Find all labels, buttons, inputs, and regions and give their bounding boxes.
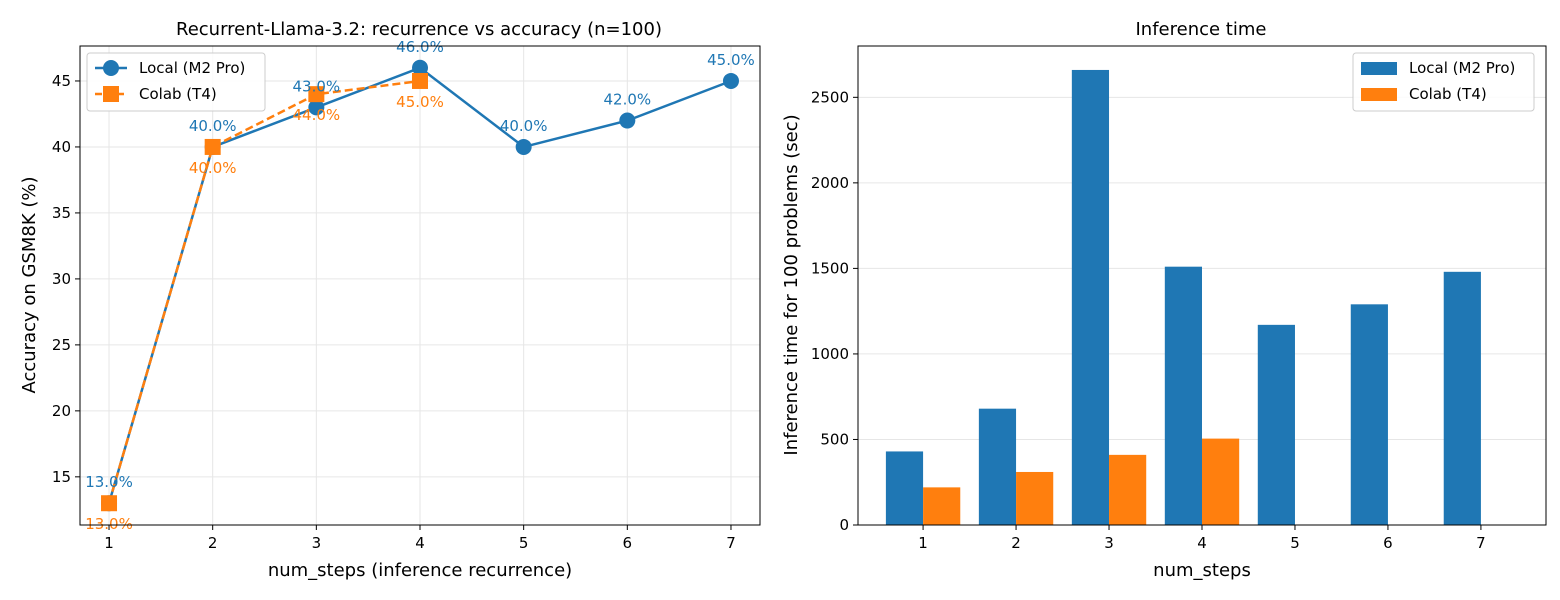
right-x-tick-label: 7 [1476, 534, 1486, 552]
bar-local [885, 451, 924, 525]
data-label: 40.0% [189, 159, 237, 177]
right-bars [885, 69, 1481, 525]
data-point [515, 138, 532, 155]
legend-label-local: Local (M2 Pro) [139, 59, 245, 77]
right-y-tick-label: 0 [839, 516, 849, 534]
legend-label-colab: Colab (T4) [1409, 85, 1487, 103]
data-label: 45.0% [707, 51, 755, 69]
legend-label-local: Local (M2 Pro) [1409, 59, 1515, 77]
left-x-tick-label: 6 [623, 534, 633, 552]
data-label: 40.0% [500, 117, 548, 135]
bar-colab [1016, 471, 1054, 525]
left-chart-title: Recurrent-Llama-3.2: recurrence vs accur… [176, 19, 662, 40]
data-point [412, 59, 428, 76]
left-y-tick-label: 15 [52, 468, 71, 486]
right-y-tick-label: 2000 [811, 174, 849, 192]
data-point [308, 99, 325, 116]
bar-colab [1202, 438, 1240, 525]
legend-label-colab: Colab (T4) [139, 85, 217, 103]
right-x-tick-label: 2 [1011, 534, 1021, 552]
bar-local [1350, 304, 1388, 525]
right-legend-box [1352, 52, 1535, 112]
accuracy-line-chart: Recurrent-Llama-3.2: recurrence vs accur… [19, 19, 761, 581]
bar-local [1164, 266, 1202, 525]
bar-local [1443, 271, 1481, 525]
right-legend: Local (M2 Pro) Colab (T4) [1352, 52, 1535, 112]
right-x-tick-label: 5 [1290, 534, 1300, 552]
left-y-ticks: 15 20 25 30 35 40 45 [52, 72, 80, 486]
left-x-axis-label: num_steps (inference recurrence) [268, 560, 572, 581]
bar-local [978, 408, 1017, 525]
left-x-tick-label: 7 [726, 534, 736, 552]
data-label: 46.0% [396, 38, 444, 56]
inference-time-bar-chart: Inference time 1 2 3 4 5 6 7 0 500 1000 1500 2000 2… [781, 19, 1547, 581]
left-y-tick-label: 40 [52, 138, 71, 156]
right-y-tick-label: 1500 [811, 259, 849, 277]
data-point [204, 138, 221, 155]
right-x-ticks: 1 2 3 4 5 6 7 [918, 525, 1486, 552]
right-y-ticks: 0 500 1000 1500 2000 2500 [811, 88, 858, 534]
left-x-ticks: 1 2 3 4 5 6 7 [104, 525, 736, 552]
left-legend: Local (M2 Pro) Colab (T4) [86, 52, 266, 112]
data-label: 45.0% [396, 93, 444, 111]
data-label: 42.0% [603, 91, 651, 109]
left-x-tick-label: 1 [104, 534, 114, 552]
left-y-axis-label: Accuracy on GSM8K (%) [19, 176, 40, 393]
left-y-tick-label: 35 [52, 204, 71, 222]
data-label: 40.0% [189, 117, 237, 135]
bar-colab [923, 487, 961, 525]
right-x-tick-label: 1 [918, 534, 928, 552]
left-series [101, 59, 739, 512]
bar-colab [1109, 454, 1147, 525]
legend-swatch-local [1361, 62, 1397, 75]
data-label: 13.0% [85, 473, 133, 491]
right-x-axis-label: num_steps [1153, 560, 1251, 581]
left-x-tick-label: 3 [312, 534, 322, 552]
right-x-tick-label: 6 [1383, 534, 1393, 552]
series-line-1 [107, 79, 421, 504]
right-y-tick-label: 1000 [811, 345, 849, 363]
left-y-tick-label: 20 [52, 402, 71, 420]
data-point [308, 86, 325, 103]
data-label: 13.0% [85, 515, 133, 533]
data-point [619, 112, 636, 129]
left-y-tick-label: 30 [52, 270, 71, 288]
bar-local [1071, 69, 1110, 525]
right-y-axis-label: Inference time for 100 problems (sec) [781, 114, 802, 455]
right-x-tick-label: 4 [1197, 534, 1207, 552]
right-x-tick-label: 3 [1104, 534, 1114, 552]
right-y-tick-label: 2500 [811, 88, 849, 106]
left-grid [80, 46, 760, 525]
data-label: 43.0% [293, 77, 341, 95]
left-data-labels: 13.0% 40.0% 43.0% 46.0% 40.0% 42.0% 45.0% 13.0%… [85, 38, 755, 533]
data-point [412, 72, 428, 89]
data-point [101, 495, 118, 512]
legend-marker-colab [103, 86, 119, 102]
data-point [722, 72, 739, 89]
right-chart-title: Inference time [1136, 19, 1267, 40]
legend-marker-local [103, 60, 119, 76]
legend-swatch-colab [1361, 88, 1397, 101]
left-x-tick-label: 4 [415, 534, 425, 552]
left-y-tick-label: 45 [52, 72, 71, 90]
left-x-tick-label: 2 [208, 534, 218, 552]
left-legend-box [86, 52, 266, 112]
right-y-tick-label: 500 [820, 430, 849, 448]
left-x-tick-label: 5 [519, 534, 529, 552]
left-y-tick-label: 25 [52, 336, 71, 354]
bar-local [1257, 324, 1295, 525]
data-label: 44.0% [293, 106, 341, 124]
